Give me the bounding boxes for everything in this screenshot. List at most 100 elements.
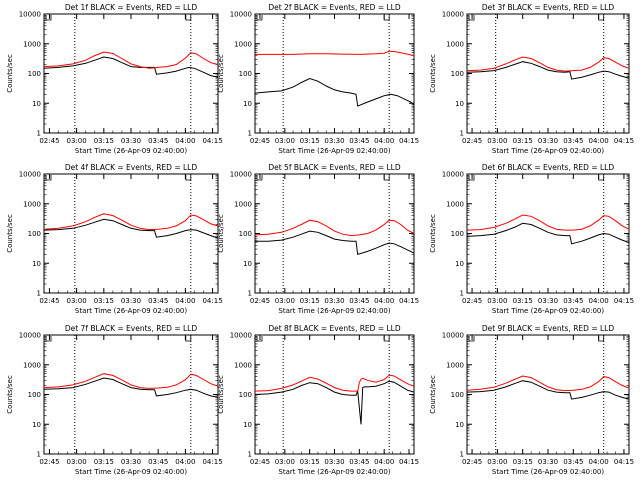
- x-tick-label: 03:30: [324, 297, 344, 305]
- series-lld-line: [255, 50, 415, 57]
- series-events-line: [255, 230, 415, 255]
- series-lld-line: [43, 51, 219, 69]
- panel-title: Det 3f BLACK = Events, RED = LLD: [482, 3, 615, 12]
- y-tick-label: 100: [239, 391, 252, 399]
- panel-title: Det 4f BLACK = Events, RED = LLD: [65, 163, 198, 172]
- bracket-marker: [185, 336, 192, 342]
- series-events-line: [466, 380, 630, 400]
- y-axis-label: Counts/sec: [6, 214, 14, 253]
- y-tick-label: 1000: [23, 200, 41, 208]
- panel-2: Det 2f BLACK = Events, RED = LLD 1 10 100 10…: [217, 3, 419, 155]
- y-tick-label: 10: [32, 260, 41, 268]
- y-tick-label: 100: [451, 391, 464, 399]
- x-axis-label: Start Time (26-Apr-09 02:40:00): [278, 468, 390, 476]
- y-tick-label: 1: [37, 451, 41, 459]
- y-tick-label: 1000: [234, 40, 252, 48]
- y-tick-label: 1: [248, 290, 252, 298]
- x-tick-label: 04:00: [175, 137, 195, 145]
- x-axis-label: Start Time (26-Apr-09 02:40:00): [75, 307, 187, 315]
- y-tick-label: 10: [455, 421, 464, 429]
- x-tick-label: 02:45: [39, 137, 59, 145]
- x-tick-label: 04:00: [374, 297, 394, 305]
- x-tick-label: 02:45: [462, 137, 482, 145]
- y-axis-label: Counts/sec: [217, 54, 225, 93]
- panel-title: Det 2f BLACK = Events, RED = LLD: [268, 3, 401, 12]
- x-tick-label: 03:30: [121, 458, 141, 466]
- y-tick-label: 10000: [442, 171, 464, 179]
- y-tick-label: 10000: [19, 171, 41, 179]
- plot-frame: [43, 13, 219, 134]
- x-tick-label: 03:00: [487, 297, 507, 305]
- bracket-marker: [45, 15, 52, 21]
- bracket-marker: [185, 15, 192, 21]
- x-tick-label: 03:15: [513, 458, 533, 466]
- x-tick-label: 02:45: [39, 458, 59, 466]
- x-tick-label: 03:00: [275, 297, 295, 305]
- bracket-marker: [598, 15, 605, 21]
- panel-8: Det 8f BLACK = Events, RED = LLD 1 10 100 10…: [217, 324, 419, 476]
- x-tick-label: 03:15: [300, 137, 320, 145]
- panel-title: Det 8f BLACK = Events, RED = LLD: [268, 324, 401, 333]
- bracket-marker: [256, 175, 263, 181]
- x-tick-label: 02:45: [462, 458, 482, 466]
- plot-frame: [466, 13, 630, 134]
- y-tick-label: 100: [451, 230, 464, 238]
- y-tick-label: 10: [32, 421, 41, 429]
- x-tick-label: 04:00: [589, 297, 609, 305]
- y-tick-label: 10000: [442, 332, 464, 340]
- x-tick-label: 03:45: [148, 458, 168, 466]
- x-axis-label: Start Time (26-Apr-09 02:40:00): [492, 147, 604, 155]
- x-tick-label: 03:30: [324, 137, 344, 145]
- y-tick-label: 10: [455, 100, 464, 108]
- x-tick-label: 03:30: [121, 137, 141, 145]
- series-events-line: [254, 380, 415, 425]
- panel-3: Det 3f BLACK = Events, RED = LLD 1 10 100 10…: [429, 3, 634, 155]
- y-tick-label: 10000: [230, 332, 252, 340]
- x-tick-label: 03:30: [538, 297, 558, 305]
- y-tick-label: 100: [28, 230, 41, 238]
- plot-frame: [254, 13, 415, 134]
- series-lld-line: [466, 56, 630, 72]
- bracket-marker: [383, 175, 390, 181]
- panel-title: Det 6f BLACK = Events, RED = LLD: [482, 163, 615, 172]
- series-lld-line: [43, 373, 219, 389]
- x-tick-label: 04:00: [589, 458, 609, 466]
- plot-frame: [254, 334, 415, 455]
- y-tick-label: 1000: [446, 40, 464, 48]
- panel-4: Det 4f BLACK = Events, RED = LLD 1 10 100 10…: [6, 163, 223, 315]
- bracket-marker: [383, 336, 390, 342]
- y-tick-label: 1: [248, 130, 252, 138]
- y-tick-label: 10: [243, 100, 252, 108]
- y-tick-label: 100: [239, 230, 252, 238]
- x-tick-label: 03:15: [94, 458, 114, 466]
- x-tick-label: 03:15: [513, 137, 533, 145]
- y-axis-label: Counts/sec: [217, 375, 225, 414]
- y-tick-label: 1: [37, 130, 41, 138]
- plot-frame: [43, 334, 219, 455]
- y-tick-label: 10: [32, 100, 41, 108]
- x-tick-label: 03:45: [349, 137, 369, 145]
- x-tick-label: 04:15: [202, 297, 222, 305]
- series-events-line: [43, 56, 219, 78]
- x-tick-label: 03:00: [275, 137, 295, 145]
- bracket-marker: [185, 175, 192, 181]
- x-tick-label: 03:45: [563, 137, 583, 145]
- y-tick-label: 100: [28, 70, 41, 78]
- plot-frame: [466, 334, 630, 455]
- x-tick-label: 02:45: [250, 297, 270, 305]
- y-axis-label: Counts/sec: [217, 214, 225, 253]
- x-tick-label: 03:00: [487, 458, 507, 466]
- plot-frame: [254, 173, 415, 294]
- x-tick-label: 04:00: [175, 458, 195, 466]
- x-tick-label: 04:15: [614, 137, 634, 145]
- x-tick-label: 03:45: [563, 297, 583, 305]
- x-tick-label: 02:45: [39, 297, 59, 305]
- x-tick-label: 03:00: [487, 137, 507, 145]
- x-tick-label: 02:45: [250, 458, 270, 466]
- y-tick-label: 1000: [234, 361, 252, 369]
- y-tick-label: 100: [451, 70, 464, 78]
- plot-frame: [43, 173, 219, 294]
- x-tick-label: 03:15: [300, 458, 320, 466]
- series-lld-line: [254, 374, 415, 392]
